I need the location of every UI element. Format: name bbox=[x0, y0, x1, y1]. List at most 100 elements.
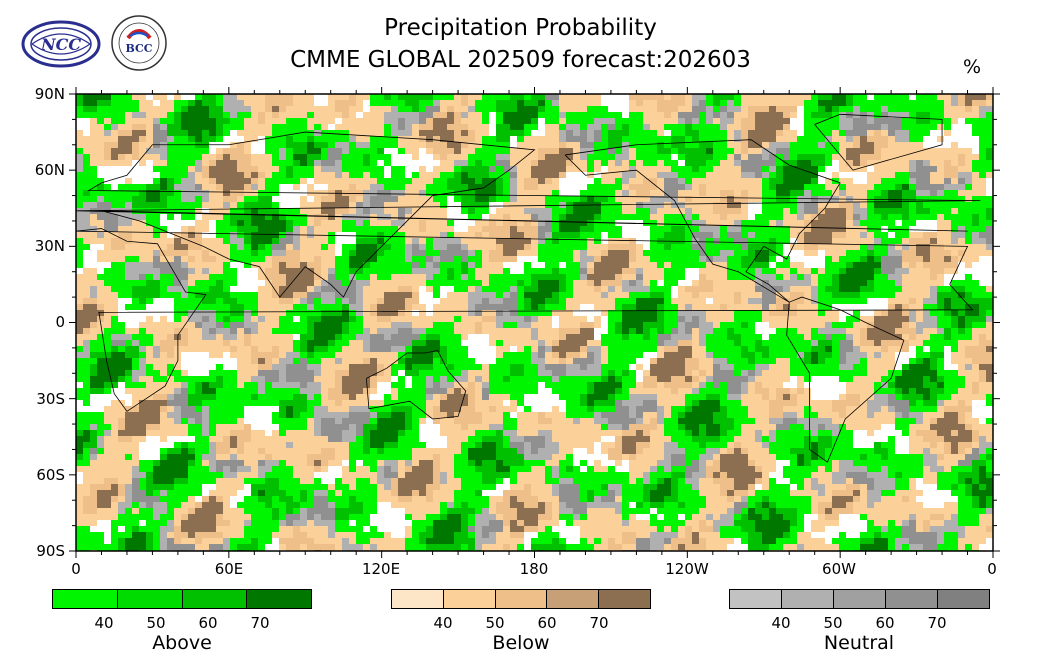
field-cell bbox=[405, 208, 413, 215]
field-cell bbox=[587, 304, 595, 311]
field-cell bbox=[804, 148, 812, 155]
field-cell bbox=[447, 100, 455, 107]
field-cell bbox=[671, 178, 679, 185]
field-cell bbox=[615, 304, 623, 311]
field-cell bbox=[489, 196, 497, 203]
field-cell bbox=[475, 310, 483, 317]
field-cell bbox=[538, 256, 546, 263]
field-cell bbox=[440, 166, 448, 173]
field-cell bbox=[643, 316, 651, 323]
field-cell bbox=[244, 280, 252, 287]
field-cell bbox=[174, 250, 182, 257]
field-cell bbox=[433, 118, 441, 125]
field-cell bbox=[90, 310, 98, 317]
field-cell bbox=[181, 172, 189, 179]
field-cell bbox=[797, 118, 805, 125]
field-cell bbox=[706, 316, 714, 323]
field-cell bbox=[713, 238, 721, 245]
field-cell bbox=[811, 154, 819, 161]
field-cell bbox=[356, 238, 364, 245]
field-cell bbox=[601, 220, 609, 227]
field-cell bbox=[909, 238, 917, 245]
field-cell bbox=[384, 280, 392, 287]
field-cell bbox=[517, 310, 525, 317]
field-cell bbox=[818, 250, 826, 257]
field-cell bbox=[510, 316, 518, 323]
field-cell bbox=[783, 202, 791, 209]
field-cell bbox=[419, 208, 427, 215]
field-cell bbox=[944, 202, 952, 209]
field-cell bbox=[258, 106, 266, 113]
field-cell bbox=[391, 100, 399, 107]
field-cell bbox=[489, 238, 497, 245]
field-cell bbox=[972, 268, 980, 275]
field-cell bbox=[524, 310, 532, 317]
field-cell bbox=[104, 232, 112, 239]
field-cell bbox=[944, 148, 952, 155]
field-cell bbox=[657, 256, 665, 263]
field-cell bbox=[244, 100, 252, 107]
field-cell bbox=[601, 310, 609, 317]
field-cell bbox=[664, 106, 672, 113]
field-cell bbox=[951, 124, 959, 131]
field-cell bbox=[76, 124, 84, 131]
field-cell bbox=[230, 244, 238, 251]
field-cell bbox=[804, 178, 812, 185]
field-cell bbox=[118, 118, 126, 125]
field-cell bbox=[839, 202, 847, 209]
field-cell bbox=[860, 304, 868, 311]
field-cell bbox=[573, 136, 581, 143]
field-cell bbox=[118, 232, 126, 239]
field-cell bbox=[769, 172, 777, 179]
field-cell bbox=[412, 106, 420, 113]
field-cell bbox=[398, 100, 406, 107]
field-cell bbox=[748, 268, 756, 275]
field-cell bbox=[398, 106, 406, 113]
field-cell bbox=[587, 268, 595, 275]
field-cell bbox=[426, 130, 434, 137]
field-cell bbox=[566, 298, 574, 305]
field-cell bbox=[951, 256, 959, 263]
field-cell bbox=[601, 268, 609, 275]
field-cell bbox=[279, 310, 287, 317]
field-cell bbox=[468, 214, 476, 221]
field-cell bbox=[342, 226, 350, 233]
field-cell bbox=[209, 148, 217, 155]
field-cell bbox=[293, 136, 301, 143]
field-cell bbox=[342, 244, 350, 251]
field-cell bbox=[132, 172, 140, 179]
field-cell bbox=[454, 130, 462, 137]
field-cell bbox=[216, 124, 224, 131]
field-cell bbox=[937, 118, 945, 125]
field-cell bbox=[216, 202, 224, 209]
field-cell bbox=[797, 94, 805, 101]
field-cell bbox=[972, 214, 980, 221]
field-cell bbox=[146, 178, 154, 185]
field-cell bbox=[888, 316, 896, 323]
field-cell bbox=[951, 292, 959, 299]
field-cell bbox=[944, 208, 952, 215]
field-cell bbox=[83, 238, 91, 245]
field-cell bbox=[111, 100, 119, 107]
field-cell bbox=[125, 100, 133, 107]
field-cell bbox=[139, 292, 147, 299]
field-cell bbox=[580, 124, 588, 131]
field-cell bbox=[104, 130, 112, 137]
field-cell bbox=[377, 232, 385, 239]
field-cell bbox=[97, 202, 105, 209]
field-cell bbox=[895, 280, 903, 287]
field-cell bbox=[440, 196, 448, 203]
field-cell bbox=[160, 280, 168, 287]
field-cell bbox=[461, 112, 469, 119]
field-cell bbox=[930, 190, 938, 197]
field-cell bbox=[90, 166, 98, 173]
field-cell bbox=[727, 124, 735, 131]
field-cell bbox=[510, 154, 518, 161]
field-cell bbox=[762, 310, 770, 317]
field-cell bbox=[678, 124, 686, 131]
field-cell bbox=[321, 208, 329, 215]
field-cell bbox=[167, 256, 175, 263]
field-cell bbox=[356, 316, 364, 323]
field-cell bbox=[202, 112, 210, 119]
field-cell bbox=[419, 244, 427, 251]
